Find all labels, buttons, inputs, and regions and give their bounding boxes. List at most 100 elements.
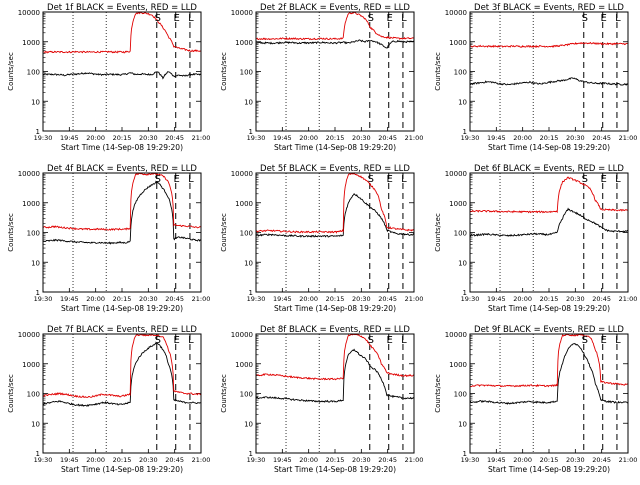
x-tick-label: 20:15 [113,134,132,142]
lld-series-line [42,333,202,398]
plot-frame [42,11,202,132]
y-tick-label: 100 [454,391,467,399]
y-tick-label: 1000 [235,200,253,208]
panel-det-3: Det 3f BLACK = Events, RED = LLD Counts/s… [434,3,637,152]
plot-frame [469,333,629,454]
x-tick-label: 20:45 [592,456,611,464]
x-tick-label: 20:00 [86,134,105,142]
x-tick-label: 20:15 [326,134,345,142]
event-label-l: L [401,13,407,24]
x-tick-label: 19:30 [461,456,480,464]
y-tick-label: 100 [240,69,253,77]
x-tick-label: 20:30 [139,134,158,142]
panel-title: Det 6f BLACK = Events, RED = LLD [474,164,624,174]
x-tick-label: 20:00 [299,134,318,142]
event-label-s: S [155,335,161,346]
y-tick-label: 100 [454,69,467,77]
x-tick-label: 19:45 [273,456,292,464]
x-tick-label: 20:00 [299,456,318,464]
event-label-e: E [601,13,607,24]
x-tick-label: 20:15 [326,295,345,303]
event-label-s: S [368,335,374,346]
x-tick-label: 20:00 [299,295,318,303]
y-tick-label: 1 [463,128,467,136]
event-label-l: L [401,174,407,185]
y-tick-label: 1000 [449,39,467,47]
x-tick-label: 20:45 [592,134,611,142]
x-tick-label: 21:00 [619,134,638,142]
x-tick-label: 20:30 [139,295,158,303]
x-tick-label: 20:00 [513,456,532,464]
x-tick-label: 19:30 [461,295,480,303]
panel-title: Det 4f BLACK = Events, RED = LLD [47,164,197,174]
y-tick-label: 10000 [445,331,467,339]
lld-series-line [255,172,415,234]
x-tick-label: 20:30 [352,456,371,464]
x-tick-label: 19:45 [487,456,506,464]
event-label-e: E [174,174,180,185]
y-axis-label: Counts/sec [220,213,228,252]
lld-series-line [255,11,415,41]
y-tick-label: 10000 [445,9,467,17]
y-tick-label: 1 [36,128,40,136]
x-tick-label: 19:45 [487,134,506,142]
y-tick-label: 1000 [22,361,40,369]
y-axis-label: Counts/sec [7,213,15,252]
lld-series-line [43,11,202,54]
x-tick-label: 19:45 [60,295,79,303]
y-tick-label: 10000 [18,170,40,178]
y-axis-label: Counts/sec [7,374,15,413]
x-axis-label: Start Time (14-Sep-08 19:29:20) [488,143,610,152]
x-tick-label: 21:00 [192,134,211,142]
panel-det-7: Det 7f BLACK = Events, RED = LLD Counts/s… [7,325,210,474]
y-tick-label: 10000 [18,9,40,17]
plot-frame [255,172,415,293]
event-label-s: S [155,174,161,185]
x-tick-label: 20:45 [165,295,184,303]
plot-frame [42,172,202,293]
event-label-e: E [387,174,393,185]
events-series-line [469,207,629,237]
x-tick-label: 20:30 [352,134,371,142]
x-axis-label: Start Time (14-Sep-08 19:29:20) [61,304,183,313]
x-axis-label: Start Time (14-Sep-08 19:29:20) [274,465,396,474]
panel-det-2: Det 2f BLACK = Events, RED = LLD Counts/s… [220,3,423,152]
lld-series-line [255,333,415,381]
lld-series-line [42,172,202,231]
event-label-e: E [601,335,607,346]
x-tick-label: 19:45 [273,295,292,303]
x-tick-label: 20:15 [540,295,559,303]
event-label-l: L [188,174,194,185]
event-label-s: S [368,13,374,24]
y-tick-label: 100 [454,230,467,238]
y-tick-label: 100 [240,391,253,399]
lld-series-line [469,176,628,214]
x-tick-label: 20:30 [139,456,158,464]
panel-title: Det 5f BLACK = Events, RED = LLD [260,164,410,174]
y-tick-label: 10 [31,420,40,428]
y-axis-label: Counts/sec [434,52,442,91]
lld-series-line [469,333,629,388]
event-label-l: L [615,13,621,24]
y-tick-label: 1 [249,128,253,136]
panel-title: Det 9f BLACK = Events, RED = LLD [474,325,624,335]
panel-title: Det 8f BLACK = Events, RED = LLD [260,325,410,335]
x-tick-label: 21:00 [619,456,638,464]
event-label-e: E [387,13,393,24]
event-label-s: S [582,174,588,185]
x-tick-label: 20:00 [513,295,532,303]
plot-frame [255,333,415,454]
x-tick-label: 19:30 [34,134,53,142]
x-tick-label: 21:00 [192,456,211,464]
events-series-line [42,71,202,80]
x-tick-label: 20:15 [113,295,132,303]
y-tick-label: 10 [31,259,40,267]
y-tick-label: 10 [244,420,253,428]
event-label-s: S [368,174,374,185]
y-axis-label: Counts/sec [434,213,442,252]
events-series-line [42,180,202,245]
x-axis-label: Start Time (14-Sep-08 19:29:20) [61,465,183,474]
plot-frame [255,11,415,132]
event-label-s: S [582,13,588,24]
x-tick-label: 21:00 [192,295,211,303]
